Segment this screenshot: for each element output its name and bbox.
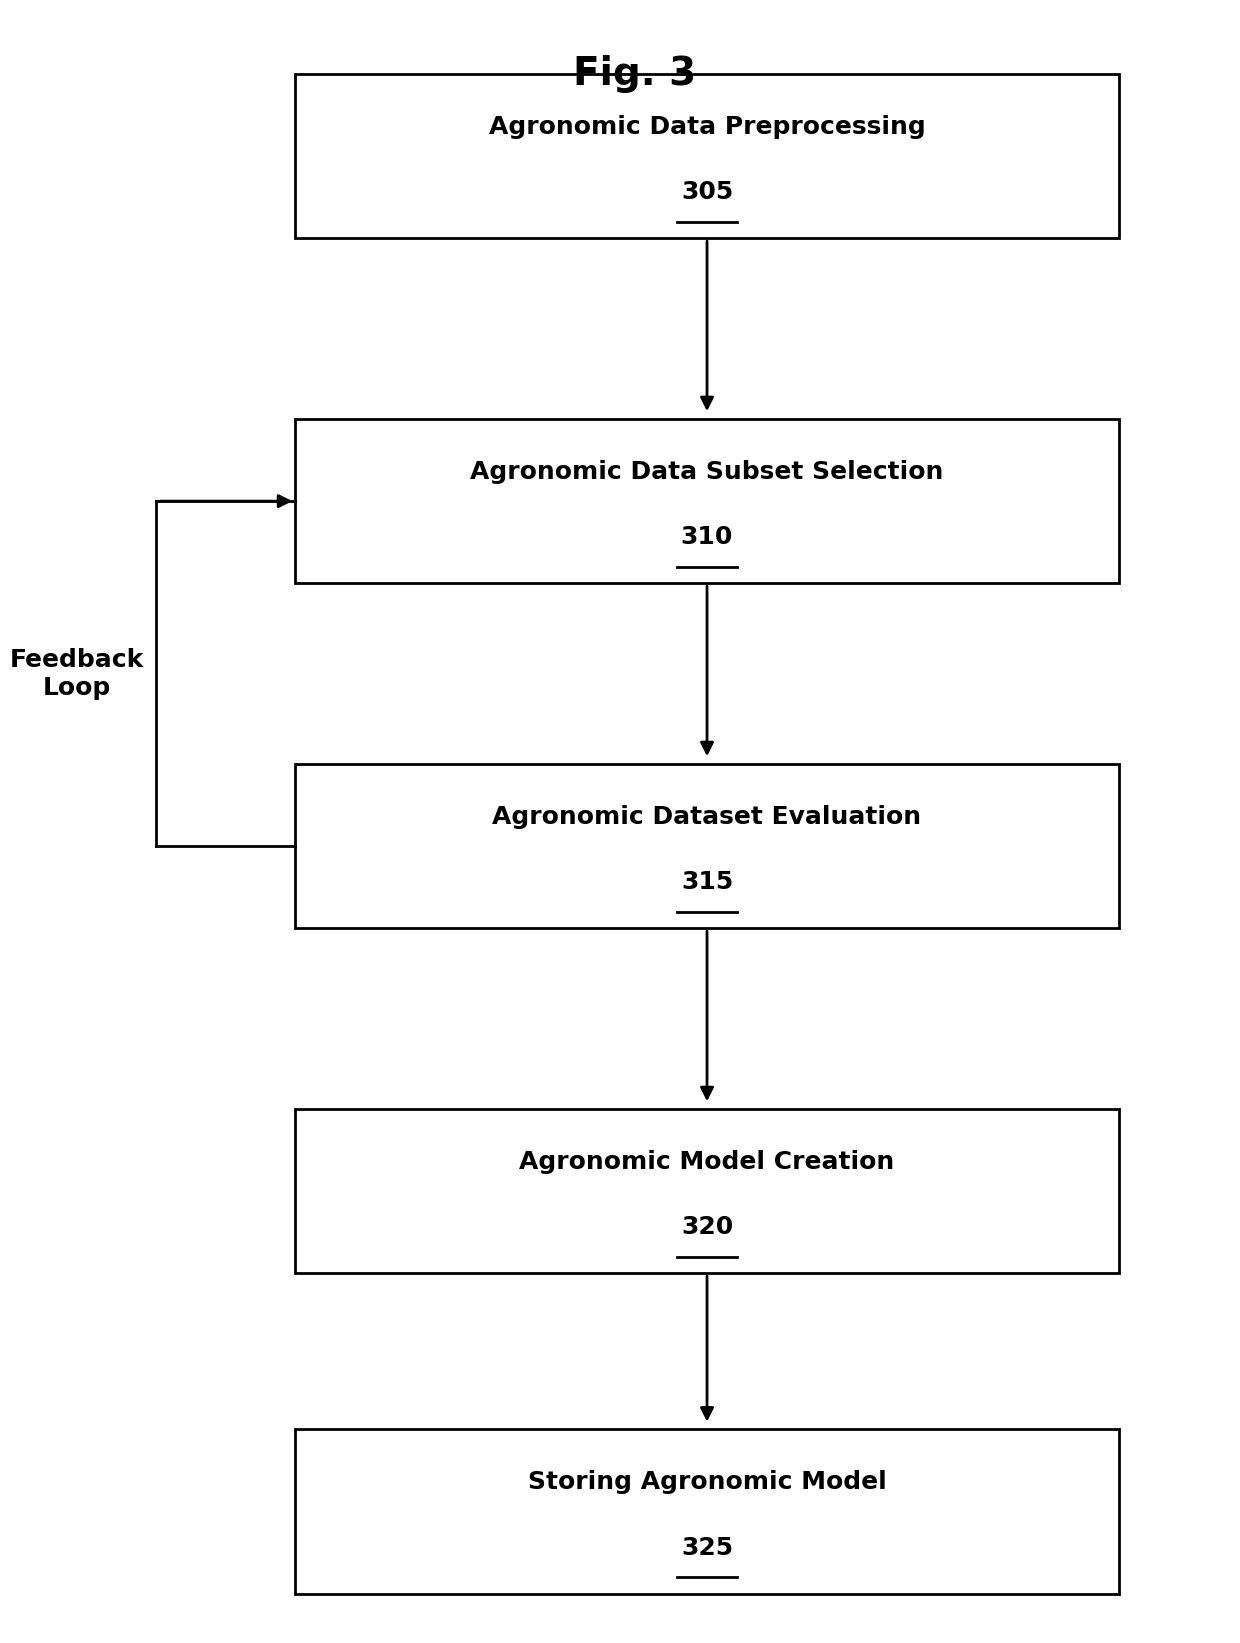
FancyBboxPatch shape [295, 74, 1118, 238]
FancyBboxPatch shape [295, 1109, 1118, 1273]
Text: 320: 320 [681, 1216, 733, 1239]
Text: Agronomic Dataset Evaluation: Agronomic Dataset Evaluation [492, 805, 921, 828]
Text: Agronomic Data Preprocessing: Agronomic Data Preprocessing [489, 115, 925, 138]
Text: Feedback
Loop: Feedback Loop [10, 647, 144, 700]
Text: Agronomic Model Creation: Agronomic Model Creation [520, 1150, 894, 1173]
FancyBboxPatch shape [295, 764, 1118, 928]
Text: 315: 315 [681, 871, 733, 894]
FancyBboxPatch shape [295, 419, 1118, 583]
FancyBboxPatch shape [295, 1429, 1118, 1594]
Text: Agronomic Data Subset Selection: Agronomic Data Subset Selection [470, 460, 944, 483]
Text: Fig. 3: Fig. 3 [573, 54, 696, 94]
Text: Storing Agronomic Model: Storing Agronomic Model [528, 1470, 887, 1493]
Text: 305: 305 [681, 181, 733, 204]
Text: 325: 325 [681, 1536, 733, 1559]
Text: 310: 310 [681, 526, 733, 549]
